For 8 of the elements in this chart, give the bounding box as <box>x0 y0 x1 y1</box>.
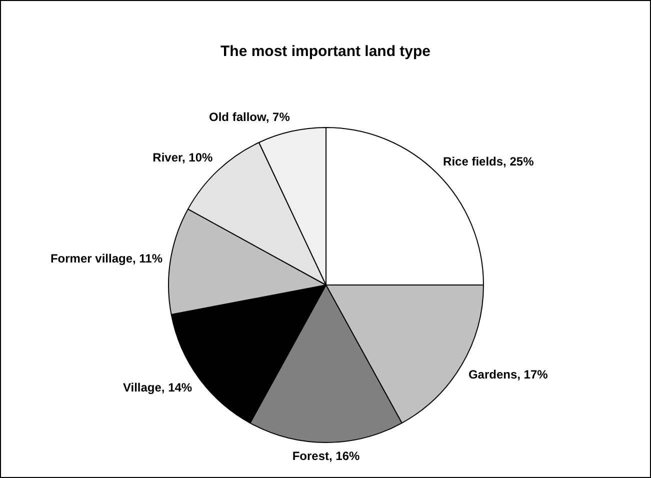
slice-label: Gardens, 17% <box>468 368 548 382</box>
slice-label: Former village, 11% <box>50 251 163 266</box>
slice-label: Village, 14% <box>122 380 192 395</box>
slice-label: River, 10% <box>152 150 214 165</box>
slice-label: Rice fields, 25% <box>443 154 534 168</box>
slice-label: Old fallow, 7% <box>208 110 290 124</box>
slice-label: Forest, 16% <box>292 448 360 463</box>
chart-title: The most important land type <box>220 43 431 60</box>
